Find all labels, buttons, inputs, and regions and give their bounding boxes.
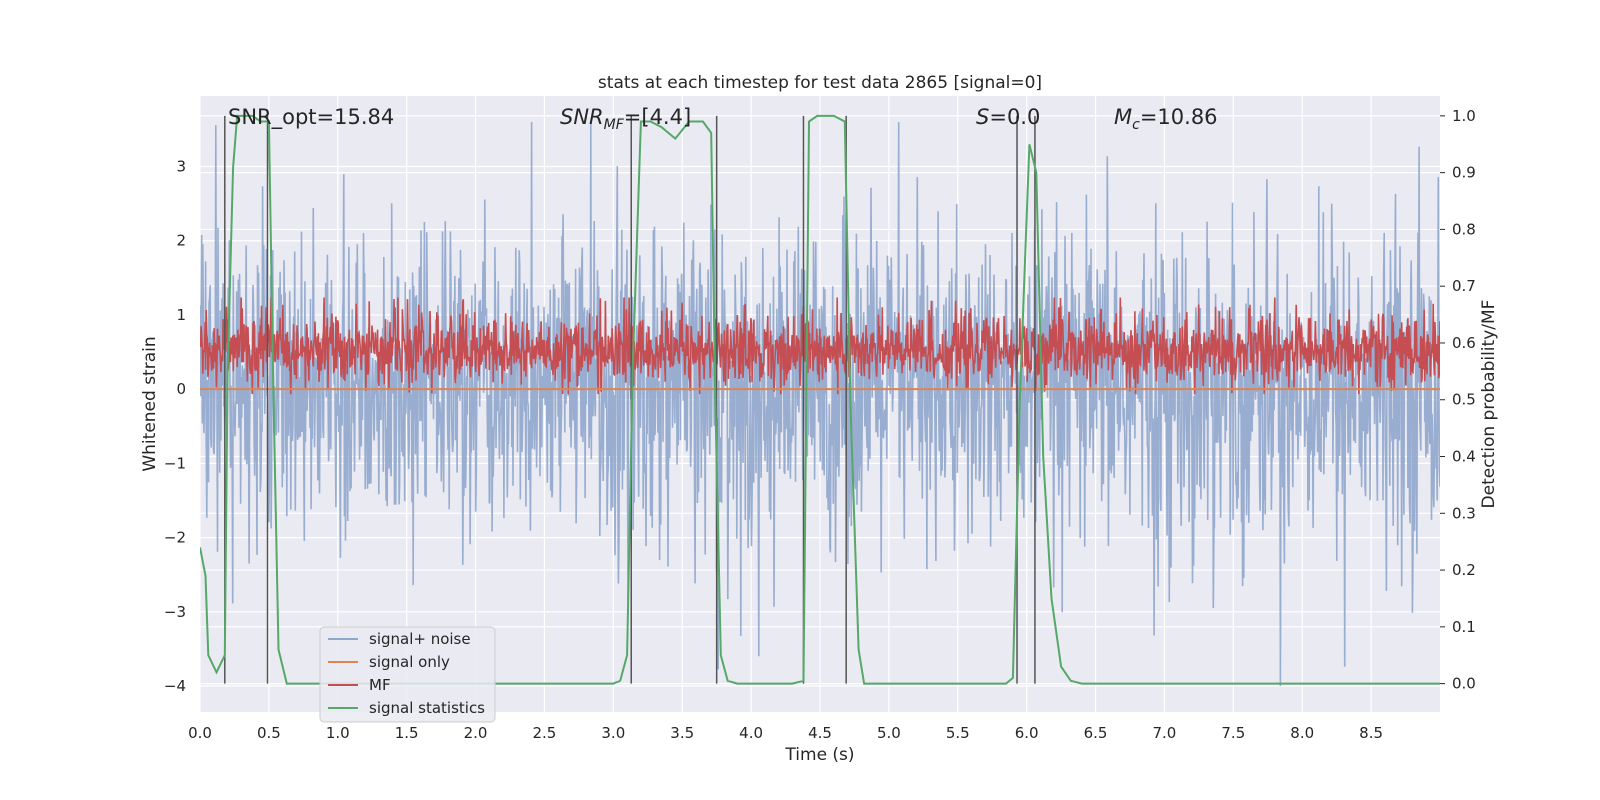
x-tick-label: 2.5 <box>533 724 557 742</box>
series-mf <box>200 297 1440 395</box>
y-tick-label-right: 1.0 <box>1452 107 1476 125</box>
legend-label-mf: MF <box>369 676 391 694</box>
y-tick-label-left: 1 <box>176 306 186 324</box>
x-tick-label: 2.0 <box>464 724 488 742</box>
y-tick-label-right: 0.2 <box>1452 561 1476 579</box>
y-tick-label-left: 2 <box>176 232 186 250</box>
x-tick-label: 5.5 <box>946 724 970 742</box>
x-tick-label: 8.0 <box>1290 724 1314 742</box>
x-tick-label: 3.0 <box>601 724 625 742</box>
annotation-s-rest: =0.0 <box>989 105 1040 129</box>
y-tick-label-right: 0.9 <box>1452 164 1476 182</box>
x-ticks: 0.0 0.5 1.0 1.5 2.0 2.5 3.0 3.5 4.0 4.5 5.0 5.5 6.0 6… <box>188 724 1383 742</box>
annotation-mc: Mc=10.86 <box>1114 105 1218 133</box>
y-axis-label-left: Whitened strain <box>140 336 160 471</box>
x-tick-label: 3.5 <box>670 724 694 742</box>
y-tick-label-right: 0.7 <box>1452 277 1476 295</box>
y-tick-label-right: 0.6 <box>1452 334 1476 352</box>
x-tick-label: 1.0 <box>326 724 350 742</box>
y-tick-label-left: −4 <box>164 677 186 695</box>
y-tick-label-right: 0.4 <box>1452 448 1476 466</box>
y-tick-label-right: 0.5 <box>1452 391 1476 409</box>
x-tick-label: 7.0 <box>1153 724 1177 742</box>
x-tick-label: 8.5 <box>1359 724 1383 742</box>
y-tick-label-left: −2 <box>164 529 186 547</box>
y-tick-label-right: 0.8 <box>1452 220 1476 238</box>
legend-label-signal-only: signal only <box>369 653 450 671</box>
y-tick-label-left: −3 <box>164 603 186 621</box>
vertical-markers <box>224 115 1036 684</box>
line-mf <box>200 297 1440 395</box>
annotation-snr-mf-main: SNR <box>560 105 604 129</box>
y-ticks-right: 0.0 0.1 0.2 0.3 0.4 0.5 0.6 0.7 0.8 0.9 1.0 <box>1440 107 1476 693</box>
y-tick-label-right: 0.0 <box>1452 675 1476 693</box>
chart-title: stats at each timestep for test data 286… <box>598 73 1042 93</box>
annotation-mc-rest: =10.86 <box>1140 105 1218 129</box>
annotation-s: S=0.0 <box>976 105 1040 129</box>
x-tick-label: 6.0 <box>1015 724 1039 742</box>
x-tick-label: 4.0 <box>739 724 763 742</box>
x-tick-label: 4.5 <box>808 724 832 742</box>
x-tick-label: 0.0 <box>188 724 212 742</box>
y-axis-label-right: Detection probability/MF <box>1479 300 1499 509</box>
annotation-snr-mf-rest: =[4.4] <box>624 105 691 129</box>
y-tick-label-right: 0.3 <box>1452 504 1476 522</box>
x-tick-label: 1.5 <box>395 724 419 742</box>
annotation-mc-main: M <box>1114 105 1132 129</box>
annotation-s-main: S <box>976 105 989 129</box>
x-tick-label: 0.5 <box>257 724 281 742</box>
x-tick-label: 7.5 <box>1221 724 1245 742</box>
series-signal-statistics <box>200 114 1440 685</box>
annotation-snr-mf: SNRMF=[4.4] <box>560 105 691 133</box>
y-tick-label-right: 0.1 <box>1452 618 1476 636</box>
legend-label-noise: signal+ noise <box>369 630 471 648</box>
line-signal-statistics <box>200 114 1440 685</box>
x-tick-label: 6.5 <box>1084 724 1108 742</box>
y-tick-label-left: 0 <box>176 380 186 398</box>
annotation-mc-sub: c <box>1132 117 1140 133</box>
annotation-snr-opt: SNR_opt=15.84 <box>228 105 394 130</box>
y-tick-label-left: −1 <box>164 454 186 472</box>
y-ticks-left: −4 −3 −2 −1 0 1 2 3 <box>164 158 186 696</box>
x-tick-label: 5.0 <box>877 724 901 742</box>
annotation-snr-mf-sub: MF <box>604 117 625 133</box>
legend-label-statistics: signal statistics <box>369 699 485 717</box>
x-axis-label: Time (s) <box>784 745 854 765</box>
legend: signal+ noise signal only MF signal stat… <box>319 626 496 723</box>
y-tick-label-left: 3 <box>176 158 186 176</box>
